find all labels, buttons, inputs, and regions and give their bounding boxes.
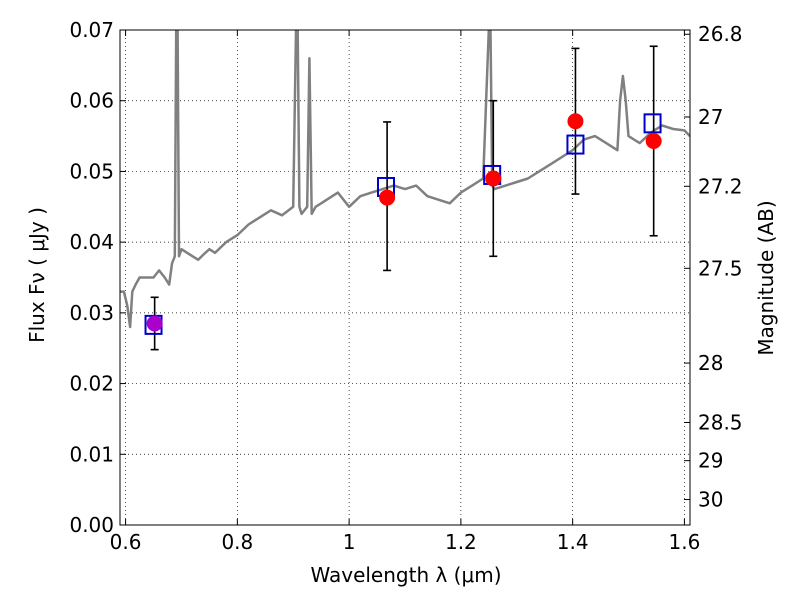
observed-photometry-points xyxy=(146,113,662,332)
right-tick-label: 29 xyxy=(698,449,723,473)
right-tick-label: 26.8 xyxy=(698,22,743,46)
grid-layer xyxy=(120,29,690,526)
x-tick-label: 1.6 xyxy=(669,530,701,554)
right-tick-label: 27.5 xyxy=(698,256,743,280)
y-tick-label: 0.00 xyxy=(69,513,114,537)
right-tick-label: 28.5 xyxy=(698,410,743,434)
observed-point xyxy=(379,189,396,206)
plot-frame xyxy=(119,29,691,526)
y-tick-label: 0.02 xyxy=(69,372,114,396)
right-axis-title: Magnitude (AB) xyxy=(754,200,778,355)
right-tick-label: 27 xyxy=(698,105,723,129)
x-tick-label: 1.2 xyxy=(445,530,477,554)
x-tick-label: 0.8 xyxy=(221,530,253,554)
error-bars xyxy=(150,45,658,351)
y-tick-label: 0.01 xyxy=(69,442,114,466)
x-axis-ticks: 0.6 0.8 1 1.2 1.4 1.6 xyxy=(110,30,701,554)
observed-point xyxy=(485,170,502,187)
right-axis-ticks: 26.8 27 27.2 27.5 28 28.5 29 30 xyxy=(684,22,743,512)
spectrum-line xyxy=(120,30,690,329)
y-tick-label: 0.06 xyxy=(69,89,114,113)
y-axis-ticks: 0.00 0.01 0.02 0.03 0.04 0.05 0.06 0.07 xyxy=(69,18,126,537)
y-tick-label: 0.04 xyxy=(69,230,114,254)
observed-point xyxy=(146,315,163,332)
model-square-point xyxy=(643,113,662,134)
x-tick-label: 0.6 xyxy=(110,530,142,554)
right-tick-label: 27.2 xyxy=(698,174,743,198)
model-spectrum xyxy=(120,30,690,329)
y-axis-title: Flux Fν ( μJy ) xyxy=(25,207,49,343)
observed-point xyxy=(567,113,584,130)
x-axis-title: Wavelength λ (μm) xyxy=(310,563,501,587)
right-tick-label: 30 xyxy=(698,488,723,512)
y-tick-label: 0.03 xyxy=(69,301,114,325)
x-tick-label: 1 xyxy=(343,530,356,554)
model-square-point xyxy=(566,134,585,155)
x-tick-label: 1.4 xyxy=(557,530,589,554)
observed-point xyxy=(645,133,662,150)
y-tick-label: 0.05 xyxy=(69,159,114,183)
y-tick-label: 0.07 xyxy=(69,18,114,42)
right-tick-label: 28 xyxy=(698,351,723,375)
model-photometry-squares xyxy=(144,113,662,335)
